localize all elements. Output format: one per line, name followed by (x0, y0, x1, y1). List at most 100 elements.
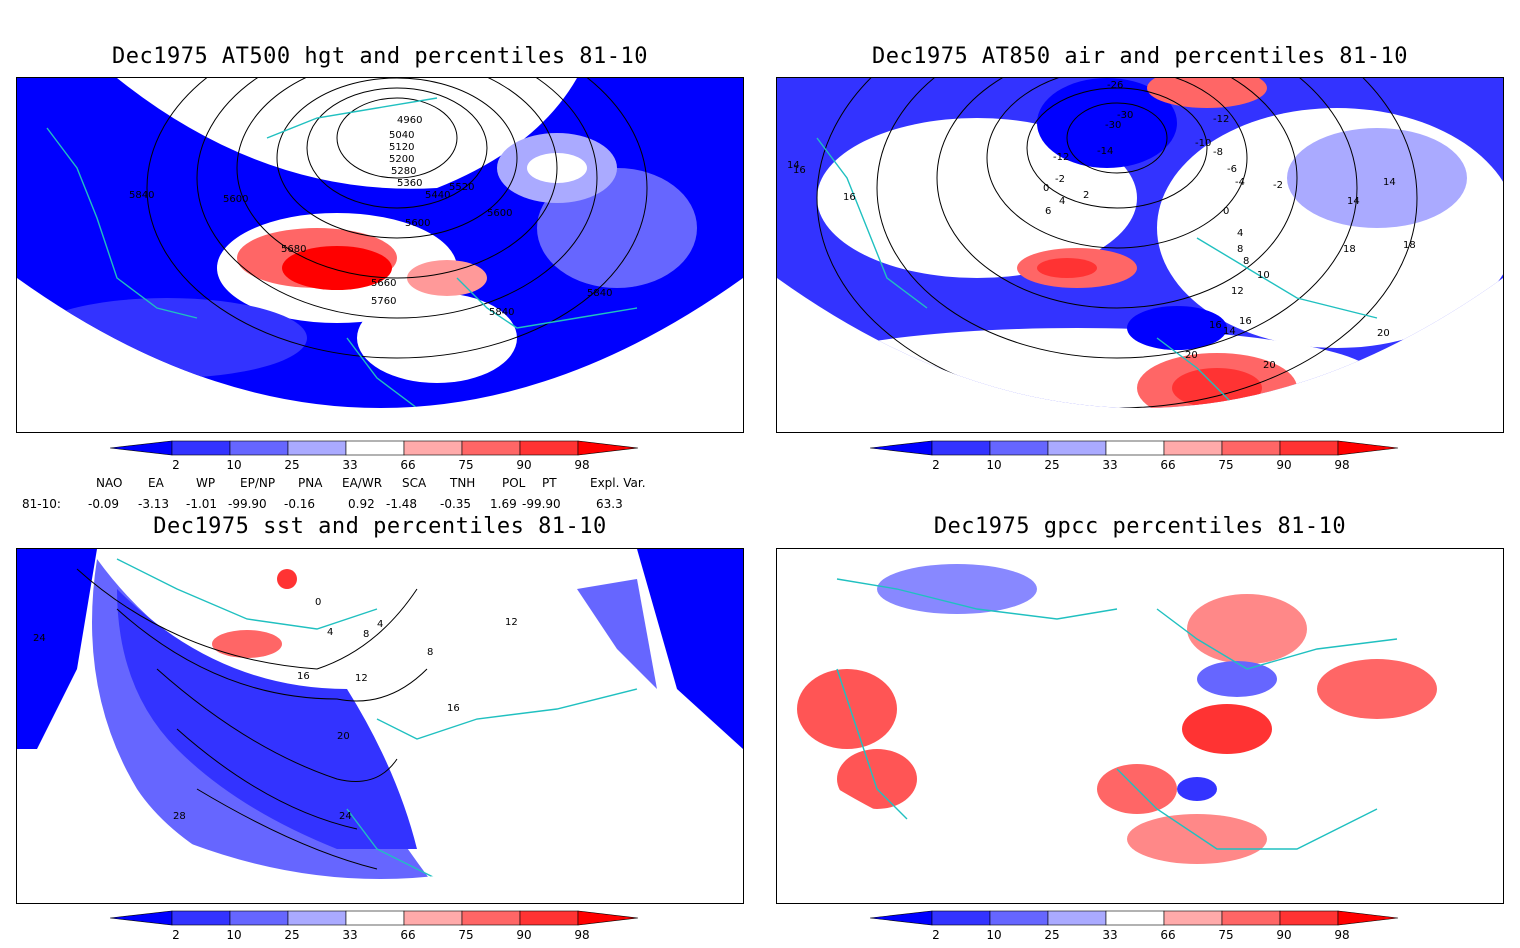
contour-label: 16 (1239, 316, 1252, 327)
index-header: PT (542, 476, 557, 490)
colorbar-label: 10 (226, 928, 242, 942)
colorbar-swatch (931, 440, 991, 456)
contour-label: 18 (1403, 240, 1416, 251)
contour-label: 5840 (489, 307, 514, 318)
colorbar-label: 75 (1218, 928, 1234, 942)
contour-label: -12 (1213, 114, 1229, 125)
contour-label: 12 (355, 673, 368, 684)
colorbar-swatch (989, 440, 1049, 456)
colorbar-arrow-low (110, 910, 173, 926)
index-row-label: 81-10: (22, 497, 61, 511)
contour-label: 5680 (281, 244, 306, 255)
colorbar-arrow-high (577, 440, 639, 456)
index-value: 63.3 (596, 497, 623, 511)
colorbar-swatches (110, 440, 639, 456)
index-value: -0.35 (440, 497, 472, 511)
colorbar-swatch (345, 440, 405, 456)
colorbar-swatch (989, 910, 1049, 926)
colorbar-arrow-low (870, 440, 933, 456)
contour-label: 2 (1083, 190, 1089, 201)
colorbar-swatch (287, 440, 347, 456)
colorbar-swatch (229, 440, 289, 456)
contour-label: 20 (1263, 360, 1276, 371)
index-header: TNH (450, 476, 476, 490)
colorbar-arrow-high (577, 910, 639, 926)
index-value: -0.09 (88, 497, 120, 511)
contour-label: 8 (427, 647, 433, 658)
colorbar-swatch (171, 910, 231, 926)
contour-label: 0 (315, 597, 321, 608)
colorbar-arrow-high (1337, 910, 1399, 926)
map-panel-hgt: 4960 5040 5120 5200 5280 5360 5440 5520 5600 5600… (16, 77, 744, 433)
colorbar-swatch (461, 440, 521, 456)
contour-label: 16 (793, 165, 806, 176)
colorbar-swatch (1221, 910, 1281, 926)
colorbar-label: 25 (1044, 928, 1060, 942)
colorbar-swatch (1047, 440, 1107, 456)
contour-label: 5040 (389, 130, 414, 141)
contour-label: 5200 (389, 154, 414, 165)
contour-label: 16 (1209, 320, 1222, 331)
contour-label: 5840 (587, 288, 612, 299)
index-header: SCA (402, 476, 427, 490)
index-header: EA (148, 476, 164, 490)
contour-label: 5440 (425, 190, 450, 201)
contour-label: 5520 (449, 182, 474, 193)
contour-label: 24 (339, 811, 352, 822)
contour-label: 14 (1347, 196, 1360, 207)
contour-label: 10 (1257, 270, 1270, 281)
contour-label: 4 (1237, 228, 1243, 239)
colorbar-label: 75 (458, 458, 474, 472)
contour-label: 16 (843, 192, 856, 203)
colorbar-label: 25 (284, 458, 300, 472)
map-panel-air: -26 -30 -30 -12 -10 -8 -6 -4 -2 -2 -14 -12 0 0 2 4 4 6 8 8 1… (776, 77, 1504, 433)
air-contour-labels: -26-30-30-12-10-8-6-4-2-2-14-12002446881… (787, 80, 1416, 371)
colorbar-label: 66 (400, 928, 416, 942)
colorbar-label: 98 (1334, 458, 1350, 472)
colorbar-label: 90 (1276, 928, 1292, 942)
colorbar-arrow-low (110, 440, 173, 456)
colorbar-label: 66 (1160, 458, 1176, 472)
contour-label: 28 (173, 811, 186, 822)
colorbar-label: 98 (574, 458, 590, 472)
contour-label: 5280 (391, 166, 416, 177)
colorbar-label: 33 (1102, 928, 1118, 942)
contour-label: -26 (1107, 80, 1123, 91)
colorbar-swatch (171, 440, 231, 456)
colorbar-label: 90 (516, 928, 532, 942)
contour-label: 20 (1377, 328, 1390, 339)
contour-label: 5600 (223, 194, 248, 205)
panel-title-sst: Dec1975 sst and percentiles 81-10 (153, 514, 607, 539)
colorbar-label: 2 (172, 458, 180, 472)
index-header: EA/WR (342, 476, 383, 490)
contour-label: -10 (1195, 138, 1211, 149)
colorbar-label: 10 (986, 928, 1002, 942)
colorbar-swatch (1105, 910, 1165, 926)
contour-label: 5760 (371, 296, 396, 307)
contour-label: -2 (1273, 180, 1283, 191)
colorbar-label: 75 (1218, 458, 1234, 472)
map-air-svg: -26-30-30-12-10-8-6-4-2-2-14-12002446881… (777, 78, 1503, 408)
contour-label: 5660 (371, 278, 396, 289)
contour-label: 8 (363, 629, 369, 640)
contour-label: 4960 (397, 115, 422, 126)
colorbar-label: 2 (172, 928, 180, 942)
panel-title-gpcc: Dec1975 gpcc percentiles 81-10 (933, 514, 1347, 539)
index-header: Expl. Var. (590, 476, 646, 490)
colorbar-label: 75 (458, 928, 474, 942)
colorbar-swatch (1279, 440, 1339, 456)
contour-label: 0 (1043, 183, 1049, 194)
colorbar-label: 33 (342, 928, 358, 942)
colorbar-swatches (110, 910, 639, 926)
colorbar-swatch (1105, 440, 1165, 456)
colorbar-swatch (519, 440, 579, 456)
colorbar-label: 10 (226, 458, 242, 472)
colorbar-label: 90 (1276, 458, 1292, 472)
index-value: 0.92 (348, 497, 375, 511)
colorbar-label: 2 (932, 928, 940, 942)
contour-label: -6 (1227, 164, 1237, 175)
contour-label: -30 (1105, 120, 1121, 131)
index-header: NAO (96, 476, 123, 490)
contour-label: -14 (1097, 146, 1113, 157)
